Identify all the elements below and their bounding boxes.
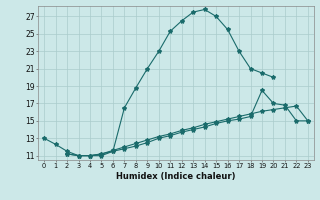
X-axis label: Humidex (Indice chaleur): Humidex (Indice chaleur) (116, 172, 236, 181)
